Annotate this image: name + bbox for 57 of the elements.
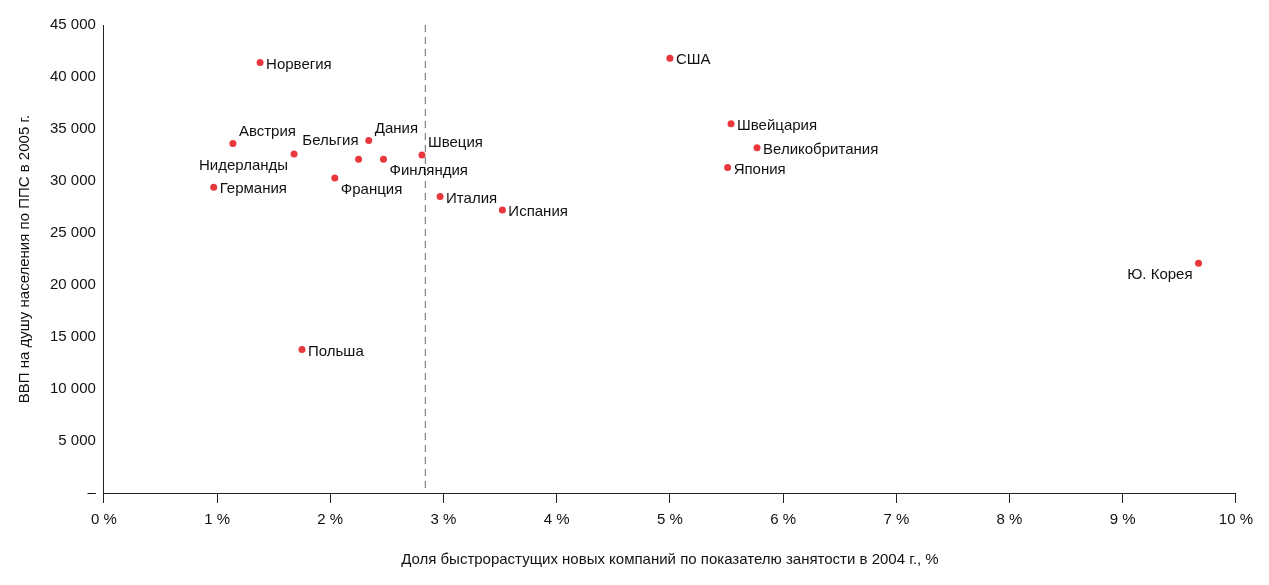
point bbox=[229, 140, 237, 148]
annotation: Германия bbox=[219, 179, 287, 197]
y-tick-label: 25 000 bbox=[49, 223, 96, 241]
annotation: Япония bbox=[733, 159, 786, 177]
point bbox=[298, 345, 306, 353]
y-tick-label: 30 000 bbox=[49, 171, 96, 189]
annotation: Италия bbox=[446, 188, 498, 206]
annotation: Австрия bbox=[238, 121, 296, 139]
y-tick-label: – bbox=[87, 483, 97, 501]
point bbox=[666, 54, 674, 62]
point bbox=[210, 183, 218, 191]
point bbox=[1195, 259, 1203, 267]
annotation: Польша bbox=[307, 341, 365, 359]
annotation: Франция bbox=[340, 180, 403, 198]
x-tick-label: 3 % bbox=[430, 510, 457, 528]
annotation: Финляндия bbox=[389, 161, 468, 179]
point bbox=[727, 120, 735, 128]
y-tick-label: 45 000 bbox=[49, 15, 96, 33]
x-tick-label: 0 % bbox=[90, 510, 117, 528]
point bbox=[331, 174, 339, 182]
annotation: Швеция bbox=[427, 133, 483, 151]
annotation: Бельгия bbox=[302, 131, 359, 149]
point bbox=[418, 151, 426, 159]
annotation: Норвегия bbox=[266, 54, 332, 72]
x-tick-label: 5 % bbox=[656, 510, 683, 528]
y-tick-label: 15 000 bbox=[49, 327, 96, 345]
annotation: Швейцария bbox=[737, 115, 818, 133]
annotation: Дания bbox=[374, 118, 419, 136]
point bbox=[379, 155, 387, 163]
annotation: Ю. Корея bbox=[1127, 265, 1193, 283]
point bbox=[724, 163, 732, 171]
y-tick-label: 5 000 bbox=[58, 431, 96, 449]
y-tick-label: 35 000 bbox=[49, 119, 96, 137]
annotation: США bbox=[675, 50, 711, 68]
point bbox=[753, 144, 761, 152]
annotation: Великобритания bbox=[763, 139, 879, 157]
point bbox=[256, 58, 264, 66]
y-tick-label: 10 000 bbox=[49, 379, 96, 397]
x-tick-label: 4 % bbox=[543, 510, 570, 528]
point bbox=[355, 155, 363, 163]
x-tick-label: 1 % bbox=[204, 510, 231, 528]
x-tick-label: 6 % bbox=[770, 510, 797, 528]
y-tick-label: 20 000 bbox=[49, 275, 96, 293]
x-tick-label: 2 % bbox=[317, 510, 344, 528]
x-axis-title: Доля быстрорастущих новых компаний по показателю занятости в 2004 г., % bbox=[401, 550, 939, 568]
x-tick-label: 8 % bbox=[996, 510, 1023, 528]
y-axis-title: ВВП на душу населения по ППС в 2005 г. bbox=[15, 114, 33, 404]
point bbox=[365, 136, 373, 144]
point bbox=[436, 193, 444, 201]
x-tick-label: 7 % bbox=[883, 510, 910, 528]
point bbox=[290, 150, 298, 158]
annotation: Нидерланды bbox=[199, 156, 289, 174]
x-tick-label: 9 % bbox=[1109, 510, 1136, 528]
point bbox=[498, 206, 506, 214]
x-tick-label: 10 % bbox=[1218, 510, 1254, 528]
y-tick-label: 40 000 bbox=[49, 67, 96, 85]
annotation: Испания bbox=[508, 202, 568, 220]
